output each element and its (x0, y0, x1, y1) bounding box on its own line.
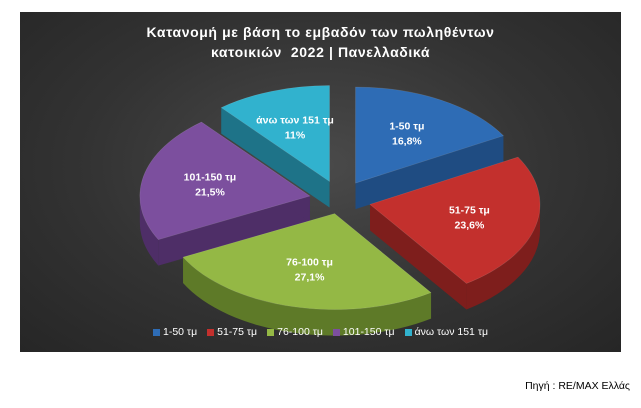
legend-swatch (332, 328, 340, 336)
pie-slice-side-άνω-των-151-τμ (221, 107, 330, 208)
legend-swatch (152, 328, 160, 336)
legend-swatch (404, 328, 412, 336)
slice-label-name-1-50-τμ: 1-50 τμ (389, 120, 424, 132)
pie-slice-1-50-τμ (355, 86, 505, 184)
legend-item-51-75-τμ: 51-75 τμ (207, 326, 257, 338)
legend-item-76-100-τμ: 76-100 τμ (267, 326, 323, 338)
legend-swatch (267, 328, 275, 336)
pie-chart: 1-50 τμ 16,8% 51-75 τμ 23,6% 76-100 τμ 27,1% 1… (139, 85, 541, 336)
legend-item-1-50-τμ: 1-50 τμ (152, 326, 198, 338)
pie-slice-51-75-τμ (369, 156, 541, 284)
chart-title-line-2: κατοικιών 2022 | Πανελλαδικά (210, 44, 431, 60)
pie-slice-101-150-τμ (139, 121, 311, 240)
source-note: Πηγή : RE/MAX Ελλάς (525, 380, 630, 392)
slice-label-value-51-75-τμ: 23,6% (455, 219, 485, 231)
slice-label-value-1-50-τμ: 16,8% (392, 135, 422, 147)
chart-panel: Κατανομή με βάση το εμβαδόν των πωληθέντ… (20, 12, 621, 352)
legend-label: άνω των 151 τμ (414, 326, 489, 338)
pie-slice-άνω-των-151-τμ (220, 85, 330, 183)
slice-label-value-101-150-τμ: 21,5% (195, 186, 225, 198)
chart-title: Κατανομή με βάση το εμβαδόν των πωληθέντ… (20, 22, 621, 62)
legend-label: 101-150 τμ (342, 326, 395, 338)
slice-label-name-76-100-τμ: 76-100 τμ (286, 256, 333, 268)
chart-legend: 1-50 τμ 51-75 τμ 76-100 τμ 101-150 τμ άνω τω… (20, 326, 621, 338)
slice-label-name-101-150-τμ: 101-150 τμ (184, 171, 237, 183)
legend-label: 1-50 τμ (162, 326, 198, 338)
slice-label-name-51-75-τμ: 51-75 τμ (449, 204, 490, 216)
legend-item-άνω-των-151-τμ: άνω των 151 τμ (404, 326, 489, 338)
legend-label: 76-100 τμ (277, 326, 323, 338)
legend-label: 51-75 τμ (217, 326, 258, 338)
slice-label-value-άνω-των-151-τμ: 11% (285, 129, 306, 141)
slice-label-name-άνω-των-151-τμ: άνω των 151 τμ (256, 114, 334, 126)
chart-title-line-1: Κατανομή με βάση το εμβαδόν των πωληθέντ… (146, 24, 495, 40)
legend-swatch (207, 328, 215, 336)
legend-item-101-150-τμ: 101-150 τμ (332, 326, 395, 338)
slice-label-value-76-100-τμ: 27,1% (295, 271, 325, 283)
pie-slice-side-1-50-τμ (355, 135, 504, 210)
pie-slice-76-100-τμ (182, 213, 432, 310)
